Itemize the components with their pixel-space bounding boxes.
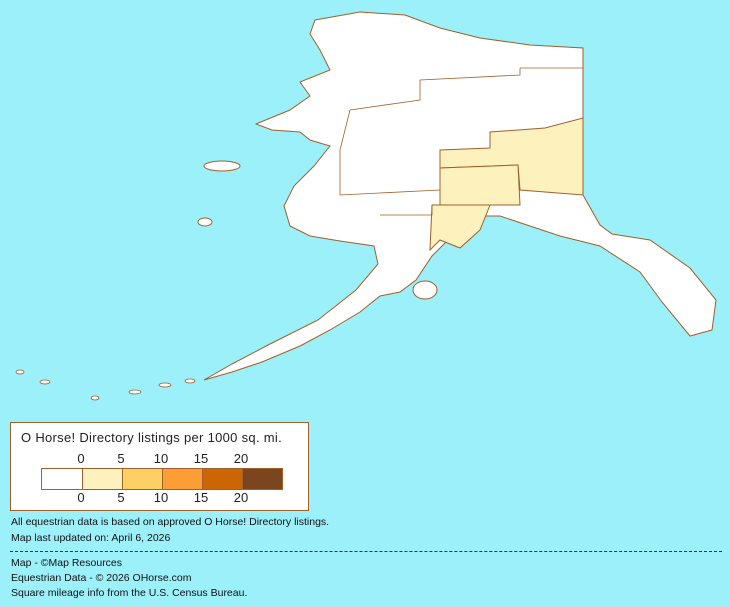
aleutian-island bbox=[15, 369, 25, 375]
tick-label: 10 bbox=[153, 490, 169, 505]
data-credit: Equestrian Data - © 2026 OHorse.com bbox=[11, 572, 192, 584]
borough-line bbox=[339, 109, 351, 195]
swatch bbox=[42, 469, 82, 489]
map-credit: Map - ©Map Resources bbox=[11, 557, 123, 569]
aleutian-island bbox=[128, 389, 142, 395]
aleutian-island bbox=[158, 382, 172, 388]
updated-note: Map last updated on: April 6, 2026 bbox=[11, 532, 171, 544]
divider bbox=[10, 551, 722, 552]
swatch bbox=[122, 469, 162, 489]
tick-label: 5 bbox=[117, 451, 125, 466]
borough-line bbox=[339, 189, 441, 196]
swatch bbox=[242, 469, 282, 489]
data-basis-note: All equestrian data is based on approved… bbox=[11, 516, 330, 528]
legend: O Horse! Directory listings per 1000 sq.… bbox=[10, 422, 309, 511]
legend-bottom-ticks: 0 5 10 15 20 bbox=[11, 490, 308, 506]
tick-label: 15 bbox=[193, 490, 209, 505]
legend-color-scale bbox=[41, 468, 283, 490]
alaska-map bbox=[15, 11, 717, 401]
swatch bbox=[82, 469, 122, 489]
nunivak-island bbox=[197, 217, 213, 227]
swatch bbox=[202, 469, 242, 489]
aleutian-island bbox=[184, 378, 196, 384]
aleutian-island bbox=[90, 395, 100, 401]
aleutian-island bbox=[39, 379, 51, 385]
borough-line bbox=[380, 205, 433, 216]
tick-label: 0 bbox=[77, 451, 85, 466]
tick-label: 20 bbox=[233, 490, 249, 505]
legend-top-ticks: 0 5 10 15 20 bbox=[11, 451, 308, 467]
borough-line bbox=[349, 68, 521, 111]
swatch bbox=[162, 469, 202, 489]
kodiak-island bbox=[412, 280, 438, 300]
tick-label: 0 bbox=[77, 490, 85, 505]
tick-label: 5 bbox=[117, 490, 125, 505]
region-kenai bbox=[429, 204, 491, 252]
tick-label: 10 bbox=[153, 451, 169, 466]
tick-label: 20 bbox=[233, 451, 249, 466]
st-lawrence-island bbox=[203, 160, 241, 172]
census-credit: Square mileage info from the U.S. Census… bbox=[11, 587, 248, 599]
tick-label: 15 bbox=[193, 451, 209, 466]
legend-title: O Horse! Directory listings per 1000 sq.… bbox=[21, 430, 283, 445]
region-fairbanks bbox=[439, 164, 521, 206]
